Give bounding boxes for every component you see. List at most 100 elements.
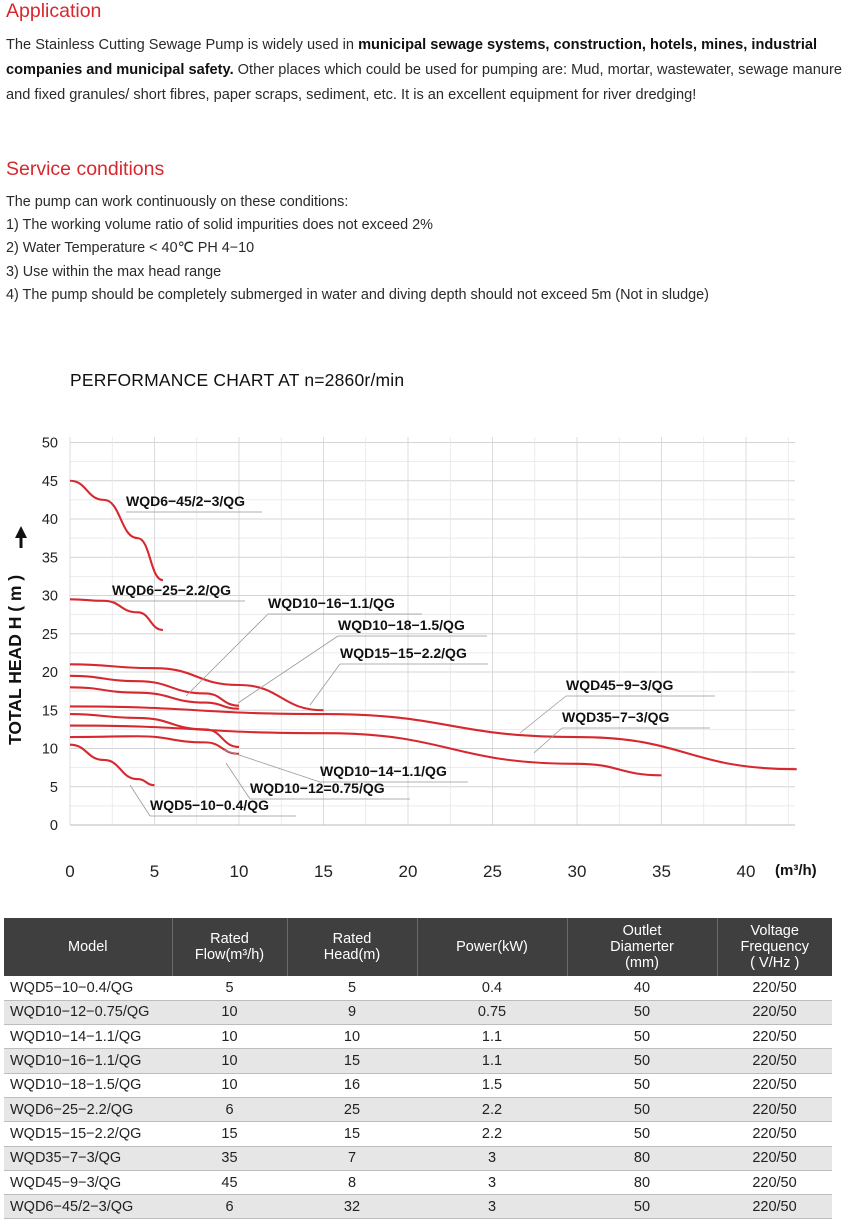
y-tick-label: 25 bbox=[42, 627, 58, 643]
x-axis-unit-label: (m³/h) bbox=[775, 862, 817, 879]
curve-5 bbox=[69, 705, 797, 771]
table-cell: 50 bbox=[567, 1048, 717, 1074]
table-cell: 15 bbox=[287, 1121, 417, 1147]
table-cell: WQD15−15−2.2/QG bbox=[4, 1121, 172, 1147]
curve-0 bbox=[69, 479, 164, 582]
table-cell: 5 bbox=[172, 976, 287, 1001]
table-cell: 15 bbox=[172, 1121, 287, 1147]
y-tick-label: 40 bbox=[42, 512, 58, 528]
table-cell: 220/50 bbox=[717, 1194, 832, 1220]
table-cell: 10 bbox=[172, 1024, 287, 1050]
table-header-line: (mm) bbox=[625, 955, 659, 971]
y-tick-label: 10 bbox=[42, 742, 58, 758]
curve-4 bbox=[69, 663, 324, 712]
table-cell: 9 bbox=[287, 1000, 417, 1026]
y-axis-label: TOTAL HEAD H ( m ) bbox=[5, 575, 25, 745]
series-label: WQD6−25−2.2/QG bbox=[112, 582, 231, 598]
table-body: WQD5−10−0.4/QG 5 5 0.4 40 220/50 WQD10−12−0.75… bbox=[4, 976, 832, 1220]
series-label: WQD10−18−1.5/QG bbox=[338, 617, 465, 633]
table-row: WQD10−16−1.1/QG 10 15 1.1 50 220/50 bbox=[4, 1048, 832, 1074]
x-tick-label: 35 bbox=[652, 862, 671, 881]
application-text: The Stainless Cutting Sewage Pump is wid… bbox=[6, 33, 846, 108]
table-cell: WQD10−18−1.5/QG bbox=[4, 1073, 172, 1098]
service-line: 4) The pump should be completely submerg… bbox=[6, 286, 709, 303]
label-leader-line bbox=[129, 784, 151, 817]
table-header-line: Power(kW) bbox=[456, 939, 528, 955]
chart-title: PERFORMANCE CHART AT n=2860r/min bbox=[70, 370, 405, 390]
application-text-bold: municipal sewage systems, construction, … bbox=[6, 37, 818, 78]
table-cell: 220/50 bbox=[717, 1000, 832, 1026]
table-cell: 80 bbox=[567, 1170, 717, 1196]
table-cell: 1.5 bbox=[417, 1073, 567, 1098]
table-header-cell: Outlet Diamerter (mm) bbox=[567, 918, 718, 976]
x-tick-label: 20 bbox=[399, 862, 418, 881]
table-cell: 50 bbox=[567, 1097, 717, 1123]
series-label: WQD10−14−1.1/QG bbox=[320, 763, 447, 779]
table-cell: 15 bbox=[287, 1048, 417, 1074]
table-header-row: Model Rated Flow(m³/h) Rated Head(m) Power(kW… bbox=[4, 918, 832, 976]
table-cell: WQD6−45/2−3/QG bbox=[4, 1194, 172, 1220]
curve-8 bbox=[69, 735, 240, 755]
series-label: WQD6−45/2−3/QG bbox=[126, 493, 245, 509]
curve-7 bbox=[69, 713, 240, 749]
table-cell: 5 bbox=[287, 976, 417, 1001]
table-cell: 220/50 bbox=[717, 1048, 832, 1074]
service-heading: Service conditions bbox=[6, 158, 165, 180]
y-tick-label: 35 bbox=[42, 550, 58, 566]
x-tick-label: 40 bbox=[737, 862, 756, 881]
x-tick-label: 15 bbox=[314, 862, 333, 881]
table-cell: 80 bbox=[567, 1146, 717, 1171]
table-cell: 7 bbox=[287, 1146, 417, 1171]
table-row: WQD6−45/2−3/QG 6 32 3 50 220/50 bbox=[4, 1194, 832, 1220]
label-leader-line bbox=[237, 635, 339, 704]
y-tick-label: 0 bbox=[50, 818, 58, 834]
series-label: WQD10−16−1.1/QG bbox=[268, 595, 395, 611]
table-cell: 220/50 bbox=[717, 1097, 832, 1123]
application-text-1: The Stainless Cutting Sewage Pump is wid… bbox=[6, 37, 359, 53]
table-cell: WQD35−7−3/QG bbox=[4, 1146, 172, 1171]
curve-6 bbox=[69, 724, 662, 777]
table-cell: WQD10−16−1.1/QG bbox=[4, 1048, 172, 1074]
service-line: 2) Water Temperature < 40℃ PH 4−10 bbox=[6, 240, 255, 257]
table-row: WQD10−14−1.1/QG 10 10 1.1 50 220/50 bbox=[4, 1024, 832, 1050]
table-header-line: Flow(m³/h) bbox=[194, 947, 265, 963]
table-cell: 6 bbox=[172, 1194, 287, 1220]
label-leader-line bbox=[533, 727, 563, 754]
table-cell: 220/50 bbox=[717, 976, 832, 1001]
table-cell: 1.1 bbox=[417, 1024, 567, 1050]
table-cell: 220/50 bbox=[717, 1170, 832, 1196]
y-tick-label: 30 bbox=[42, 589, 58, 605]
table-cell: 50 bbox=[567, 1194, 717, 1220]
table-row: WQD10−12−0.75/QG 10 9 0.75 50 220/50 bbox=[4, 1000, 832, 1026]
table-cell: 50 bbox=[567, 1000, 717, 1026]
series-label: WQD5−10−0.4/QG bbox=[150, 797, 269, 813]
table-cell: 10 bbox=[172, 1048, 287, 1074]
table-cell: 220/50 bbox=[717, 1121, 832, 1147]
table-cell: 1.1 bbox=[417, 1048, 567, 1074]
table-cell: WQD5−10−0.4/QG bbox=[4, 976, 172, 1001]
curve-3 bbox=[69, 674, 240, 707]
table-header-line: Rated bbox=[332, 931, 372, 947]
service-line: The pump can work continuously on these … bbox=[6, 194, 349, 210]
table-cell: 220/50 bbox=[717, 1024, 832, 1050]
table-header-cell: Model bbox=[4, 918, 173, 976]
table-cell: 0.75 bbox=[417, 1000, 567, 1026]
x-tick-label: 5 bbox=[150, 862, 159, 881]
table-header-line: Frequency bbox=[740, 939, 809, 955]
x-tick-label: 30 bbox=[568, 862, 587, 881]
table-cell: 35 bbox=[172, 1146, 287, 1171]
series-label: WQD10−12=0.75/QG bbox=[250, 780, 385, 796]
table-row: WQD10−18−1.5/QG 10 16 1.5 50 220/50 bbox=[4, 1073, 832, 1098]
table-cell: 32 bbox=[287, 1194, 417, 1220]
table-cell: 25 bbox=[287, 1097, 417, 1123]
y-tick-label: 50 bbox=[42, 436, 58, 452]
table-cell: 220/50 bbox=[717, 1073, 832, 1098]
table-cell: 3 bbox=[417, 1146, 567, 1171]
label-leader-line bbox=[185, 613, 269, 697]
spec-table: Model Rated Flow(m³/h) Rated Head(m) Power(kW… bbox=[4, 918, 832, 1220]
table-cell: 10 bbox=[287, 1024, 417, 1050]
table-row: WQD15−15−2.2/QG 15 15 2.2 50 220/50 bbox=[4, 1121, 832, 1147]
series-label: WQD35−7−3/QG bbox=[562, 709, 669, 725]
table-header-cell: Rated Flow(m³/h) bbox=[172, 918, 288, 976]
y-tick-label: 15 bbox=[42, 703, 58, 719]
